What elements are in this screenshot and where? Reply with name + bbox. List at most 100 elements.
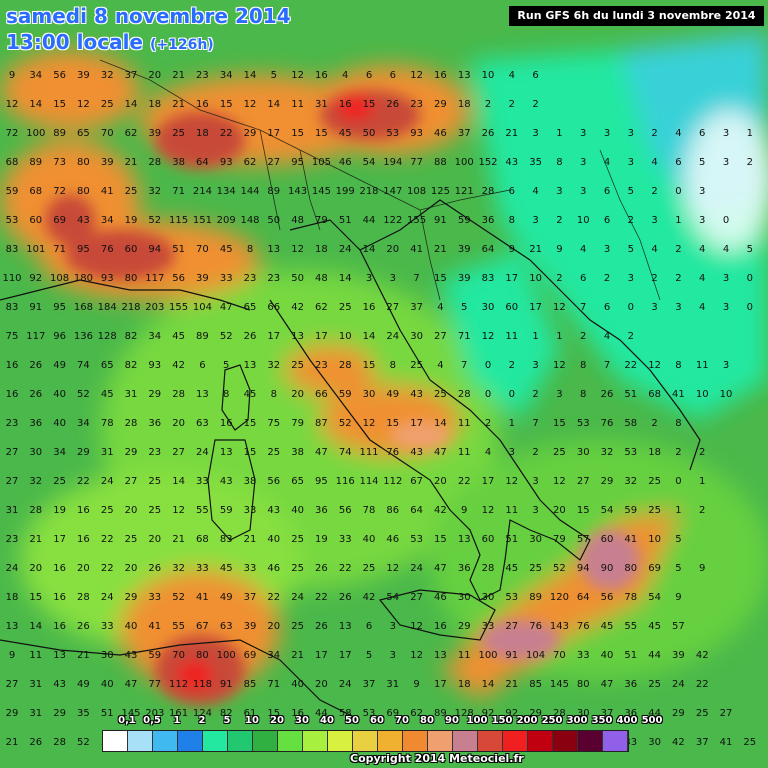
grid-value: 94 [577, 563, 590, 574]
grid-value: 111 [359, 447, 378, 458]
grid-value: 105 [312, 157, 331, 168]
grid-value: 65 [244, 302, 257, 313]
grid-value: 10 [648, 534, 661, 545]
grid-value: 53 [577, 418, 590, 429]
grid-value: 33 [339, 534, 352, 545]
grid-value: 8 [675, 360, 681, 371]
grid-value: 20 [386, 244, 399, 255]
grid-value: 17 [339, 650, 352, 661]
grid-value: 30 [648, 737, 661, 748]
grid-value: 76 [601, 418, 614, 429]
grid-value: 62 [244, 157, 257, 168]
grid-value: 218 [359, 186, 378, 197]
grid-value: 32 [172, 563, 185, 574]
grid-value: 30 [577, 708, 590, 719]
grid-value: 69 [648, 563, 661, 574]
grid-value: 38 [244, 476, 257, 487]
grid-value: 8 [390, 360, 396, 371]
forecast-offset: (+126h) [149, 37, 214, 53]
grid-value: 32 [148, 186, 161, 197]
legend-label: 60 [370, 715, 384, 726]
grid-value: 4 [675, 128, 681, 139]
grid-value: 64 [410, 505, 423, 516]
grid-value: 16 [77, 505, 90, 516]
grid-value: 39 [101, 157, 114, 168]
grid-value: 59 [624, 505, 637, 516]
grid-value: 87 [315, 418, 328, 429]
grid-value: 34 [148, 331, 161, 342]
grid-value: 93 [148, 360, 161, 371]
grid-value: 62 [125, 128, 138, 139]
grid-value: 79 [553, 534, 566, 545]
grid-value: 1 [556, 331, 562, 342]
grid-value: 37 [125, 70, 138, 81]
grid-value: 7 [532, 418, 538, 429]
grid-value: 56 [601, 592, 614, 603]
grid-value: 89 [434, 708, 447, 719]
grid-value: 21 [77, 650, 90, 661]
grid-value: 15 [244, 418, 257, 429]
grid-value: 4 [651, 157, 657, 168]
grid-value: 26 [29, 360, 42, 371]
run-info-box: Run GFS 6h du lundi 3 novembre 2014 [509, 6, 764, 26]
grid-value: 49 [53, 360, 66, 371]
grid-value: 0 [675, 186, 681, 197]
grid-value: 26 [386, 99, 399, 110]
grid-value: 2 [580, 331, 586, 342]
grid-value: 27 [6, 476, 19, 487]
grid-value: 9 [9, 650, 15, 661]
grid-values: 9 34 56 39 32 37 20 21 23 34 14 5 12 16 4 6 6 12 16 13 10 4 61… [2, 70, 756, 748]
grid-value: 68 [6, 157, 19, 168]
grid-value: 4 [532, 186, 538, 197]
grid-value: 16 [291, 708, 304, 719]
grid-value: 54 [363, 157, 376, 168]
legend-swatch [228, 731, 253, 751]
grid-value: 12 [553, 302, 566, 313]
grid-value: 112 [383, 476, 402, 487]
grid-value: 76 [386, 447, 399, 458]
grid-value: 6 [532, 70, 538, 81]
grid-value: 93 [220, 157, 233, 168]
grid-value: 29 [458, 621, 471, 632]
grid-value: 70 [196, 244, 209, 255]
grid-value: 18 [196, 128, 209, 139]
grid-value: 83 [482, 273, 495, 284]
legend-swatch [378, 731, 403, 751]
grid-value: 0 [485, 360, 491, 371]
grid-value: 42 [172, 360, 185, 371]
grid-value: 25 [291, 563, 304, 574]
grid-value: 32 [101, 70, 114, 81]
grid-value: 21 [172, 534, 185, 545]
grid-value: 45 [601, 621, 614, 632]
grid-value: 41 [196, 592, 209, 603]
grid-value: 43 [125, 650, 138, 661]
grid-value: 11 [696, 360, 709, 371]
grid-value: 3 [699, 186, 705, 197]
grid-value: 27 [267, 157, 280, 168]
legend-swatch [153, 731, 178, 751]
grid-value: 47 [125, 679, 138, 690]
legend-swatch [253, 731, 278, 751]
grid-value: 53 [624, 447, 637, 458]
grid-value: 22 [458, 476, 471, 487]
legend-swatch [403, 731, 428, 751]
grid-value: 17 [315, 331, 328, 342]
grid-value: 12 [291, 244, 304, 255]
grid-value: 54 [386, 592, 399, 603]
grid-value: 20 [125, 563, 138, 574]
grid-value: 13 [244, 360, 257, 371]
grid-value: 4 [485, 447, 491, 458]
grid-value: 5 [628, 244, 634, 255]
grid-value: 25 [148, 505, 161, 516]
grid-value: 52 [77, 389, 90, 400]
grid-value: 95 [77, 244, 90, 255]
grid-value: 30 [363, 389, 376, 400]
grid-value: 41 [624, 534, 637, 545]
grid-value: 26 [315, 621, 328, 632]
grid-value: 6 [366, 621, 372, 632]
grid-value: 2 [556, 273, 562, 284]
grid-value: 24 [291, 592, 304, 603]
grid-value: 40 [291, 679, 304, 690]
grid-value: 30 [410, 331, 423, 342]
grid-value: 104 [193, 302, 212, 313]
